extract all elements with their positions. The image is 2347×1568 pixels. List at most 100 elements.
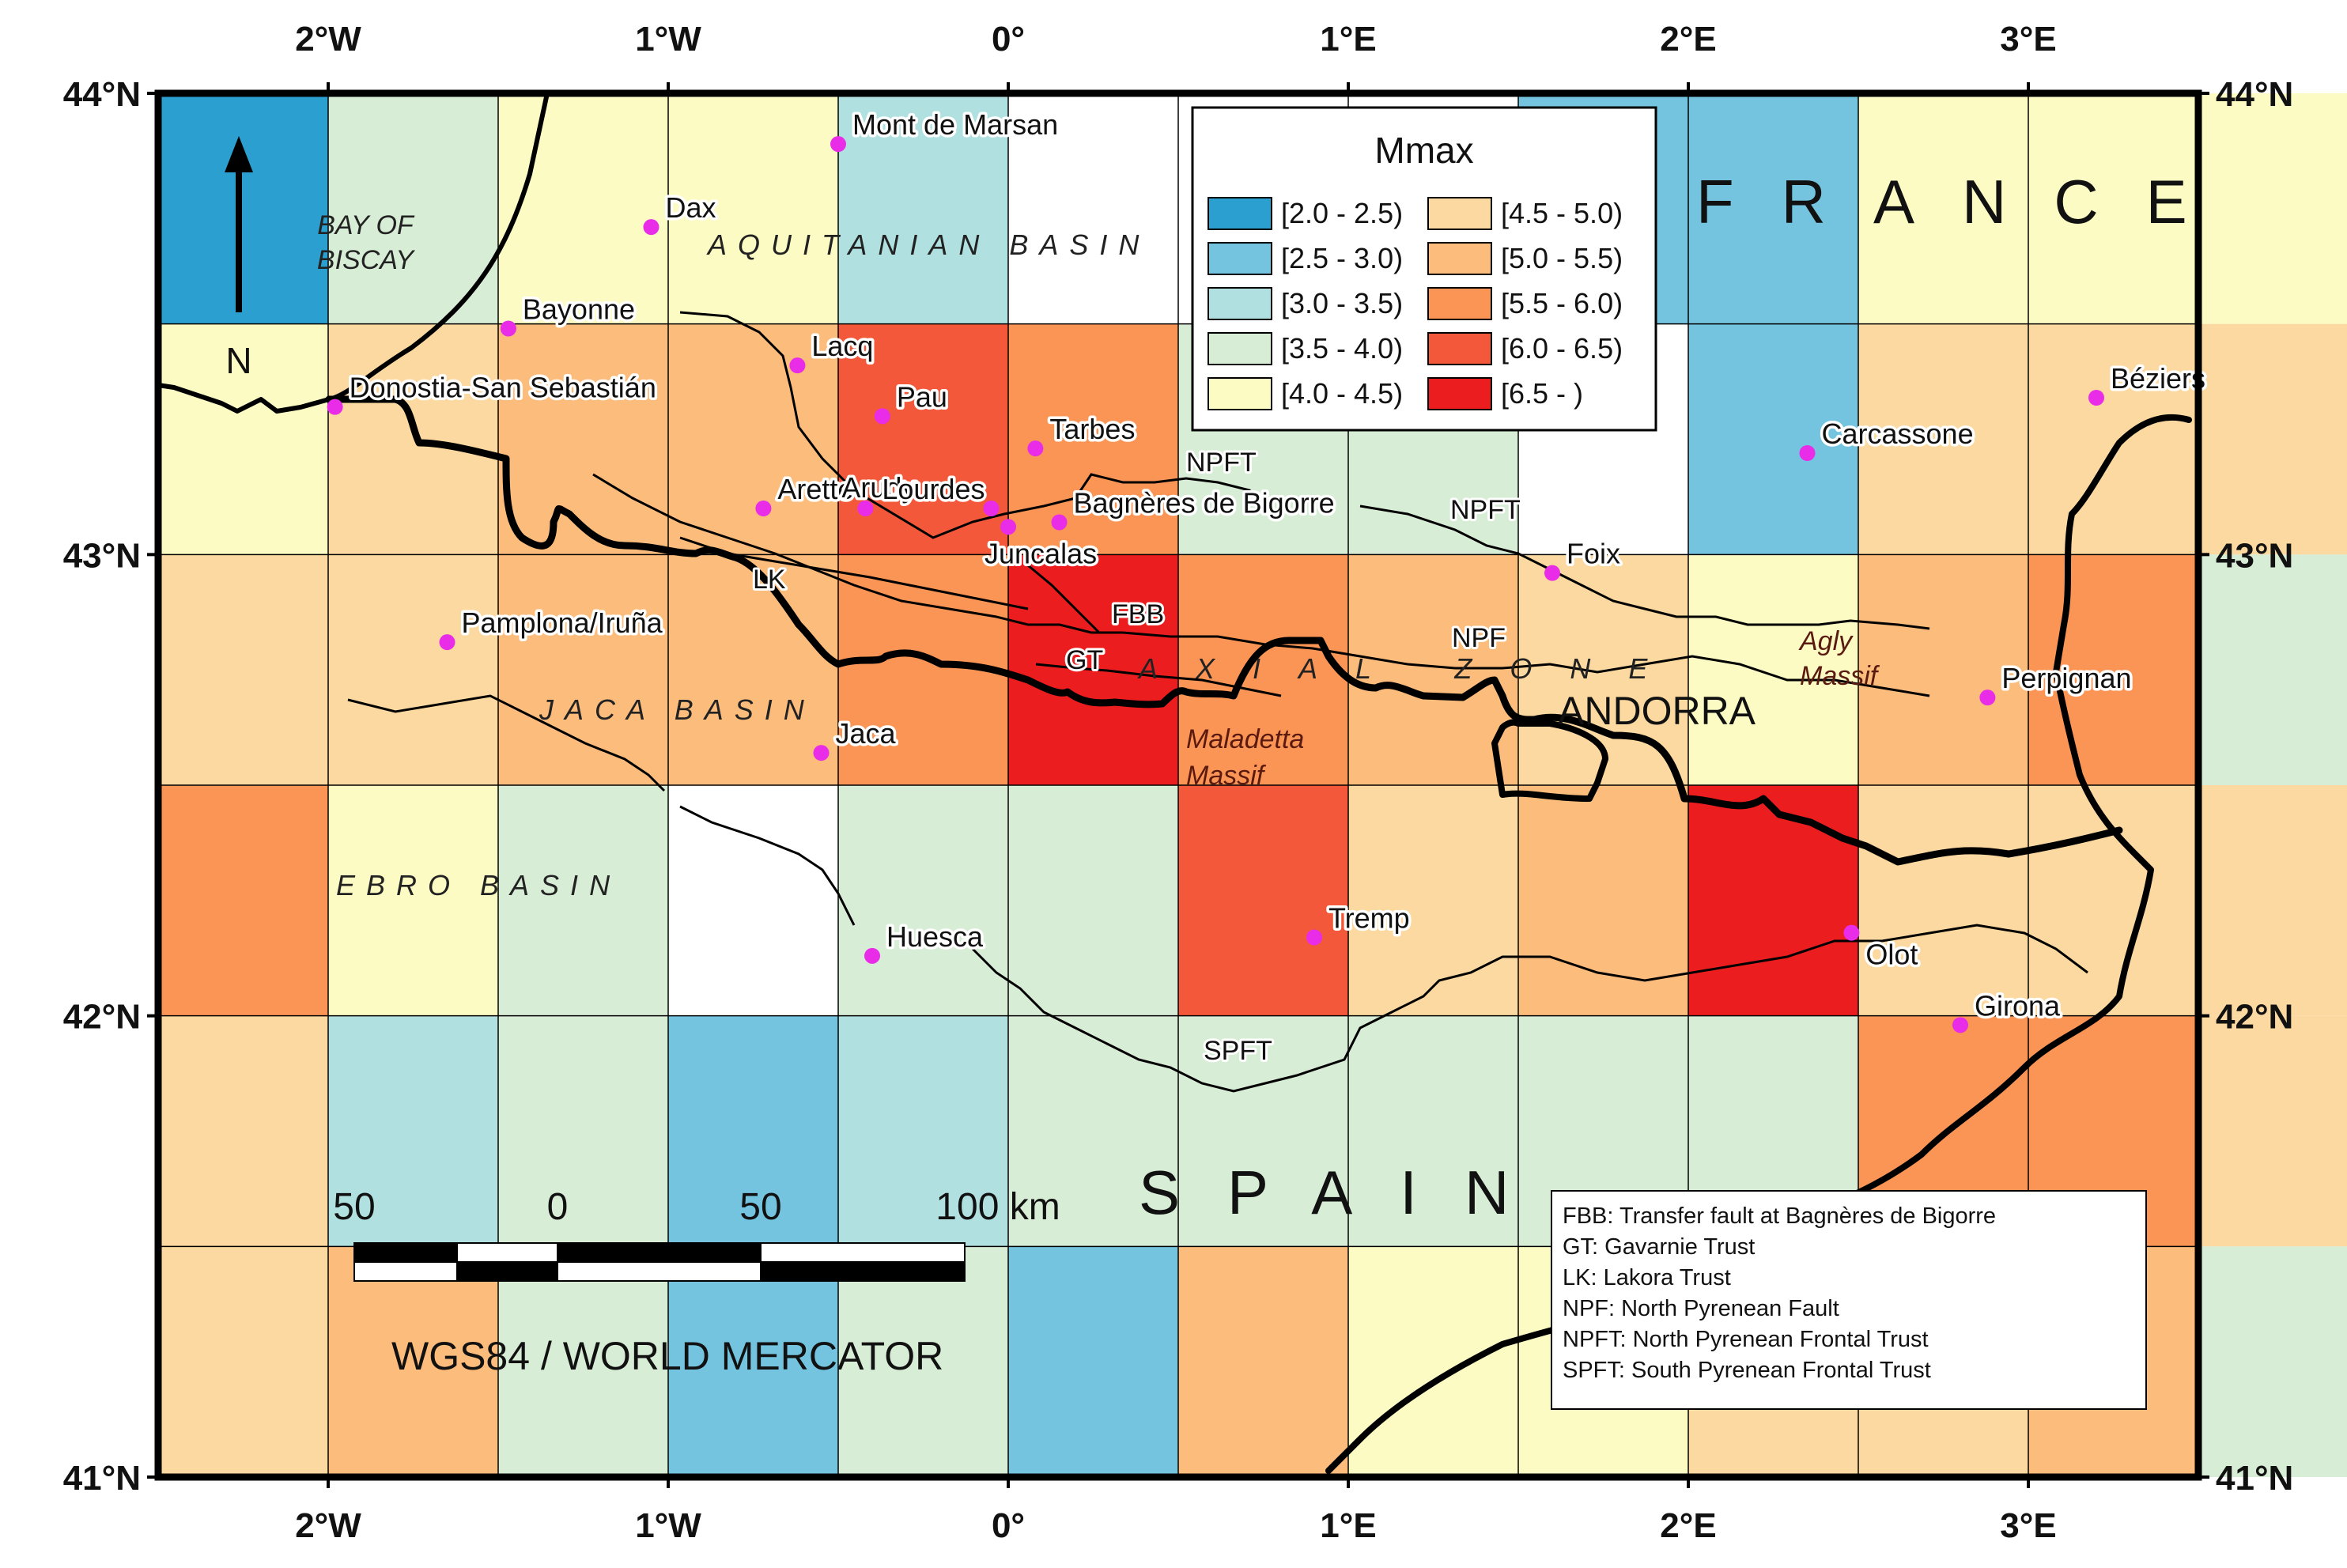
mmax-cell — [498, 785, 668, 1016]
lon-tick-label-bottom: 1°E — [1320, 1506, 1376, 1545]
npft-label-1: NPFT — [1186, 448, 1257, 478]
city-label: Mont de Marsan — [852, 108, 1058, 141]
city-label: Carcassone — [1822, 418, 1974, 450]
lat-tick-label-left: 42°N — [63, 998, 141, 1037]
fault-spft-west — [679, 805, 856, 926]
france-label: FRANCE — [1696, 167, 2235, 236]
city-marker — [1000, 519, 1016, 535]
maladetta-massif-line2: Massif — [1186, 761, 1267, 791]
coastline-north — [156, 91, 550, 414]
npf-label: NPF — [1452, 623, 1506, 653]
mmax-cell — [838, 785, 1008, 1016]
city-label: Arudy — [841, 471, 916, 504]
mmax-cell — [838, 1015, 1008, 1247]
mmax-cell — [838, 1246, 1008, 1477]
fault-npft-west — [679, 311, 1267, 539]
axis-ticks: 2°W 2°W 1°W 1°W 0° 0° 1°E 1°E 2°E 2°E 3°E 3°E 44°N 44… — [63, 20, 2294, 1545]
ebro-basin-label: EBRO BASIN — [336, 869, 621, 901]
mmax-cell — [668, 323, 838, 555]
city-label: Jaca — [836, 717, 897, 750]
fault-lines — [347, 311, 2088, 1093]
city-label: Juncalas — [985, 537, 1097, 569]
mmax-cell — [1178, 554, 1348, 785]
lon-tick-label-top: 3°E — [2000, 20, 2056, 59]
mmax-cell — [1008, 323, 1178, 555]
city-label: Huesca — [886, 920, 984, 953]
lat-tick-label-right: 42°N — [2216, 998, 2293, 1037]
mmax-cell — [668, 1015, 838, 1247]
maladetta-massif-line1: Maladetta — [1186, 724, 1304, 754]
abbr-lk: LK: Lakora Trust — [1563, 1265, 1731, 1290]
mmax-cell — [158, 785, 328, 1016]
lon-tick-label-bottom: 2°E — [1660, 1506, 1716, 1545]
mmax-cell — [498, 554, 668, 785]
north-arrow: N — [225, 136, 253, 381]
legend-item-label: [5.0 - 5.5) — [1501, 242, 1623, 274]
city-marker — [1799, 445, 1816, 461]
lon-tick-label-top: 0° — [992, 20, 1025, 59]
mmax-cell — [2028, 93, 2198, 324]
lat-tick-label-left: 43°N — [63, 536, 141, 575]
city-marker — [1843, 924, 1860, 941]
city-marker — [864, 947, 880, 964]
city-label: Arette — [777, 473, 853, 505]
mmax-cell — [498, 1015, 668, 1247]
agly-massif-line2: Massif — [1800, 661, 1880, 691]
mmax-cell — [158, 93, 328, 324]
spain-label: SPAIN — [1139, 1158, 1556, 1227]
city-label: Dax — [666, 191, 716, 224]
legend-item-label: [6.0 - 6.5) — [1501, 332, 1623, 365]
legend-title: Mmax — [1374, 130, 1473, 171]
mmax-cell — [158, 554, 328, 785]
city-marker — [983, 501, 1000, 516]
mmax-cell — [2198, 785, 2347, 1016]
lat-tick-label-right: 43°N — [2216, 536, 2293, 575]
mmax-cell — [1688, 554, 1858, 785]
scale-bar-segments — [353, 1242, 966, 1282]
mmax-cell — [1858, 785, 2028, 1016]
city-marker — [1544, 565, 1560, 581]
city-label: Pau — [897, 380, 947, 413]
mmax-cell — [328, 323, 498, 555]
city-marker — [327, 399, 343, 415]
city-label: Olot — [1865, 939, 1918, 971]
lon-tick-label-top: 2°E — [1660, 20, 1716, 59]
legend-swatch — [1208, 332, 1272, 365]
legend-swatch — [1427, 332, 1492, 365]
city-marker — [755, 501, 772, 516]
lon-tick-label-top: 2°W — [295, 20, 361, 59]
mmax-cell — [838, 93, 1008, 324]
city-marker — [439, 634, 455, 651]
mmax-cell — [1008, 785, 1178, 1016]
mmax-cell — [2028, 323, 2198, 555]
city-marker — [789, 357, 806, 374]
npft-label-2: NPFT — [1450, 495, 1521, 525]
abbreviations-frame — [1551, 1190, 2147, 1410]
legend-swatch — [1427, 287, 1492, 320]
mmax-cell — [1348, 1015, 1518, 1247]
legend-swatch — [1208, 197, 1272, 230]
city-marker — [1979, 690, 1996, 706]
mmax-legend: Mmax [2.0 - 2.5) [2.5 - 3.0) [3.0 - 3.5) [3… — [1191, 106, 1657, 432]
city-marker — [1051, 514, 1068, 531]
scale-label-50-left: 50 — [333, 1186, 375, 1228]
city-label: Perpignan — [2001, 662, 2131, 694]
mmax-cell — [1688, 785, 1858, 1016]
fault-npft-east — [1359, 504, 1930, 630]
mmax-cell — [1348, 1246, 1518, 1477]
bay-label-line1: BAY OF — [317, 210, 415, 240]
lon-tick-label-bottom: 2°W — [295, 1506, 361, 1545]
andorra-border — [1491, 719, 1608, 802]
city-marker — [2088, 390, 2104, 406]
city-label: Bagnères de Bigorre — [1074, 487, 1335, 520]
city-label: Bayonne — [523, 293, 635, 326]
lk-label: LK — [753, 565, 786, 595]
fault-fbb — [1027, 564, 1101, 634]
legend-swatch — [1208, 242, 1272, 275]
city-marker — [874, 408, 890, 425]
legend-item-label: [5.5 - 6.0) — [1501, 287, 1623, 319]
city-label: Tarbes — [1049, 413, 1135, 445]
legend-item-label: [2.0 - 2.5) — [1281, 197, 1403, 229]
city-marker — [1027, 440, 1044, 457]
